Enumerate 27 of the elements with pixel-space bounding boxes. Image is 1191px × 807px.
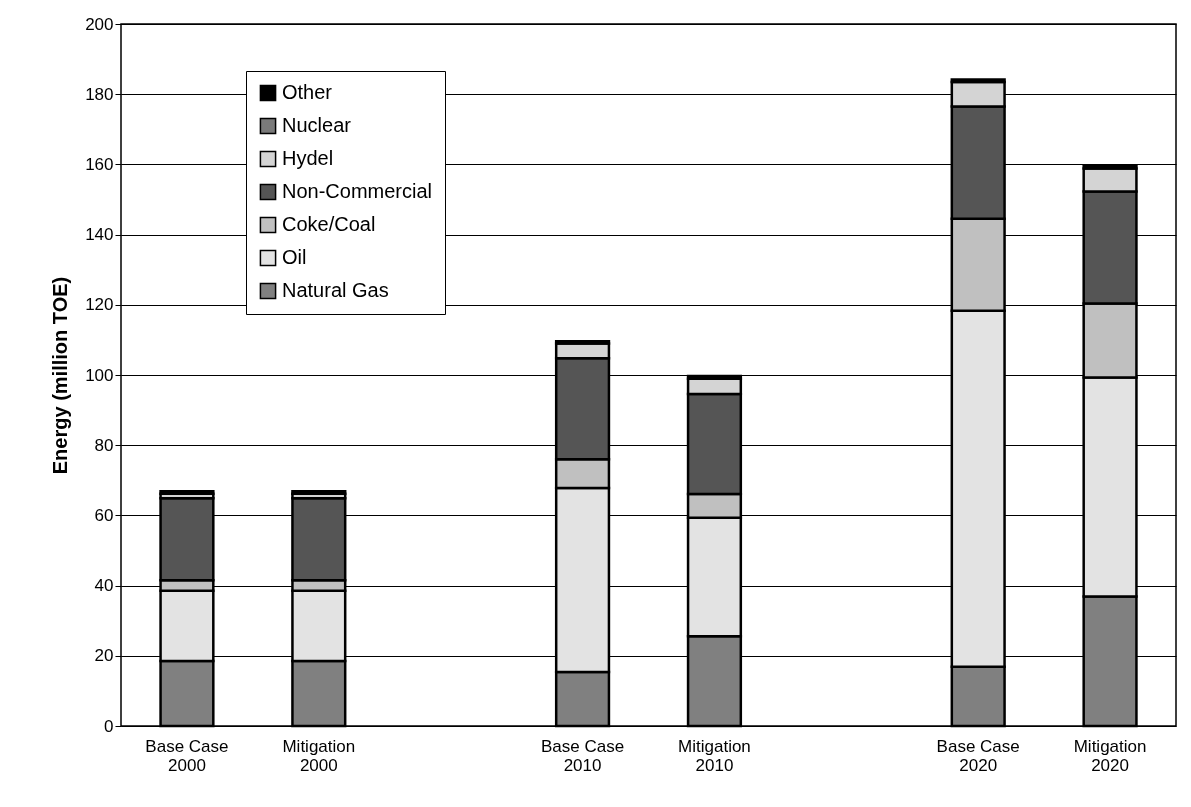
y-tick-label: 0 [104,716,114,736]
legend-label: Other [282,81,333,103]
y-tick-label: 60 [94,505,114,525]
legend-label: Natural Gas [282,279,389,301]
x-tick-label: Mitigation 2020 [1073,736,1147,775]
legend-label: Oil [282,246,307,268]
y-tick-label: 180 [85,84,114,104]
legend-label: Nuclear [282,114,352,136]
legend-label: Hydel [282,147,334,169]
legend-label: Non-Commercial [282,180,433,202]
y-axis-title: Energy (million TOE) [49,276,72,475]
y-tick-label: 80 [94,435,114,455]
y-tick-label: 20 [94,646,114,666]
y-tick-label: 140 [85,225,114,245]
y-tick-label: 120 [85,295,114,315]
x-tick-label: Mitigation 2010 [678,736,751,775]
x-tick-label: Mitigation 2000 [282,736,356,775]
y-tick-label: 40 [94,576,114,596]
y-tick-label: 100 [85,365,114,385]
x-tick-label: Base Case 2000 [145,736,229,775]
bar [291,489,347,495]
bar [159,489,215,495]
x-tick-label: Base Case 2010 [540,736,625,775]
y-tick-label: 160 [85,154,114,174]
y-tick-label: 200 [85,14,114,34]
legend-label: Coke/Coal [282,213,376,235]
x-tick-label: Base Case 2020 [936,736,1020,775]
